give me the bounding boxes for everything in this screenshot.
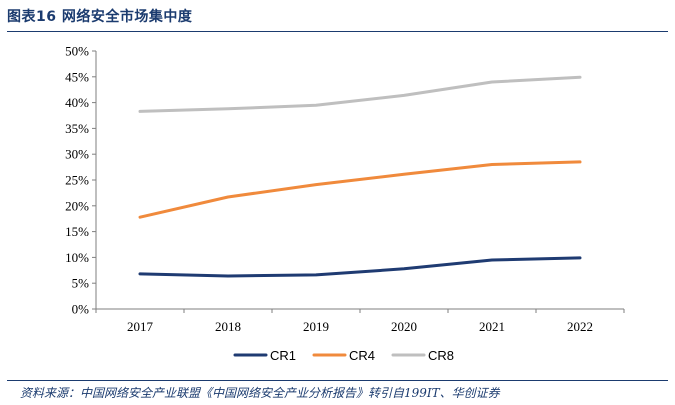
x-tick-label: 2017 [127,319,154,334]
y-tick-label: 45% [65,69,89,84]
x-tick-label: 2018 [215,319,241,334]
series-line-cr4 [138,160,582,219]
y-tick-label: 10% [65,250,89,265]
y-tick-label: 20% [65,198,89,213]
y-tick-label: 5% [72,276,90,291]
series-line-cr1 [138,256,582,278]
y-tick-label: 30% [65,147,89,162]
x-tick-label: 2019 [303,319,329,334]
x-tick-label: 2022 [567,319,593,334]
legend-label-cr1: CR1 [270,348,296,363]
source-rule [7,380,668,381]
title-rule [7,31,668,32]
chart-legend: CR1 CR4 CR8 [233,348,454,363]
x-tick-label: 2020 [391,319,417,334]
y-tick-label: 50% [65,44,89,59]
y-tick-label: 0% [72,302,90,317]
y-tick-label: 40% [65,95,89,110]
y-axis-ticks: 0% 5% 10% 15% 20% 25% 30% 35% 40% 45% 50% [65,44,96,317]
x-tick-label: 2021 [479,319,505,334]
figure-title: 图表16 网络安全市场集中度 [7,9,193,25]
source-note: 资料来源：中国网络安全产业联盟《中国网络安全产业分析报告》转引自199IT、华创… [20,386,500,400]
y-tick-label: 25% [65,173,89,188]
legend-label-cr4: CR4 [349,348,375,363]
y-tick-label: 35% [65,121,89,136]
x-axis-ticks: 2017 2018 2019 2020 2021 2022 [95,309,625,334]
legend-label-cr8: CR8 [428,348,454,363]
series-line-cr8 [138,75,582,113]
y-tick-label: 15% [65,224,89,239]
series-lines [138,75,582,278]
